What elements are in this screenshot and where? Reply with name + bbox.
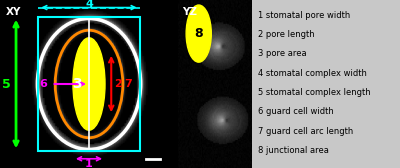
Circle shape <box>186 5 211 62</box>
Text: 8 junctional area: 8 junctional area <box>258 146 329 155</box>
Text: 3 pore area: 3 pore area <box>258 49 306 58</box>
Text: 4 stomatal complex width: 4 stomatal complex width <box>258 69 367 78</box>
Text: 5: 5 <box>2 77 11 91</box>
Text: 6 guard cell width: 6 guard cell width <box>258 107 334 116</box>
Text: 1: 1 <box>85 159 93 168</box>
Text: 1 stomatal pore width: 1 stomatal pore width <box>258 11 350 20</box>
Text: 6: 6 <box>39 79 47 89</box>
Ellipse shape <box>73 38 105 130</box>
Text: 4: 4 <box>85 0 93 9</box>
Text: YZ: YZ <box>182 7 197 17</box>
Text: 7: 7 <box>124 79 132 89</box>
Text: 5 stomatal complex length: 5 stomatal complex length <box>258 88 370 97</box>
Text: 7 guard cell arc length: 7 guard cell arc length <box>258 127 353 136</box>
Text: XY: XY <box>5 7 21 17</box>
Text: 2: 2 <box>114 79 122 89</box>
Bar <box>38 17 140 151</box>
Text: 2 pore length: 2 pore length <box>258 30 314 39</box>
Text: 8: 8 <box>194 27 203 40</box>
Text: 3: 3 <box>72 77 81 91</box>
